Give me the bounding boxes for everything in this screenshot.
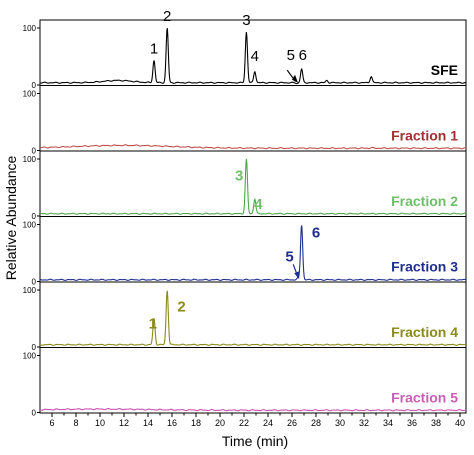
x-tick-label: 10 xyxy=(95,418,105,428)
x-tick-label: 34 xyxy=(383,418,393,428)
x-tick-label: 8 xyxy=(73,418,78,428)
y-tick-label: 100 xyxy=(23,221,37,230)
y-axis-label: Relative Abundance xyxy=(3,156,19,281)
trace-line xyxy=(39,290,467,346)
x-tick-label: 38 xyxy=(431,418,441,428)
x-tick-label: 30 xyxy=(335,418,345,428)
x-tick-label: 26 xyxy=(287,418,297,428)
y-tick-label: 0 xyxy=(32,278,37,287)
peak-label: 5 xyxy=(285,249,293,266)
x-tick-label: 36 xyxy=(407,418,417,428)
trace-line xyxy=(39,225,467,281)
x-tick-label: 12 xyxy=(119,418,129,428)
x-tick-label: 24 xyxy=(263,418,273,428)
x-axis-label: Time (min) xyxy=(222,433,288,449)
trace-line xyxy=(39,407,467,412)
y-tick-label: 100 xyxy=(23,155,37,164)
trace-line xyxy=(40,144,467,150)
y-tick-label: 0 xyxy=(32,81,37,90)
panel-label: SFE xyxy=(431,62,458,78)
panel-fraction-5: 0 100 Fraction 5 xyxy=(23,347,467,418)
y-tick-label: 100 xyxy=(23,90,37,99)
panel-fraction-1: 0 100 Fraction 1 xyxy=(23,85,467,156)
peak-label: 4 xyxy=(254,196,263,213)
peak-label: 2 xyxy=(163,8,171,25)
trace-line xyxy=(39,158,467,215)
x-tick-label: 22 xyxy=(239,418,249,428)
x-tick-label: 16 xyxy=(167,418,177,428)
y-tick-label: 0 xyxy=(32,147,37,156)
x-tick-label: 28 xyxy=(311,418,321,428)
x-tick-label: 32 xyxy=(359,418,369,428)
peak-label: 5 xyxy=(287,47,295,64)
y-tick-label: 100 xyxy=(23,24,37,33)
peak-label: 1 xyxy=(149,316,157,333)
y-tick-label: 100 xyxy=(23,286,37,295)
y-tick-label: 100 xyxy=(23,352,37,361)
peak-label: 6 xyxy=(312,224,320,241)
x-tick-label: 40 xyxy=(455,418,465,428)
panel-label: Fraction 3 xyxy=(391,259,458,275)
x-tick-label: 18 xyxy=(191,418,201,428)
x-tick-label: 6 xyxy=(49,418,54,428)
peak-label: 3 xyxy=(242,12,250,29)
panel-frame xyxy=(39,347,467,414)
panel-label: Fraction 1 xyxy=(391,128,458,144)
x-tick-label: 20 xyxy=(215,418,225,428)
y-tick-label: 0 xyxy=(32,343,37,352)
peak-label: 4 xyxy=(251,48,259,65)
peak-5-arrow-head xyxy=(294,271,300,280)
y-tick-label: 0 xyxy=(32,409,37,418)
panel-label: Fraction 4 xyxy=(391,324,458,340)
peak-label: 1 xyxy=(150,40,158,57)
y-tick-label: 0 xyxy=(32,212,37,221)
peak-label: 3 xyxy=(235,167,243,184)
panel-label: Fraction 2 xyxy=(391,193,458,209)
trace-line xyxy=(39,28,466,85)
peak-label: 2 xyxy=(177,298,185,315)
x-tick-label: 14 xyxy=(143,418,153,428)
panel-label: Fraction 5 xyxy=(391,390,458,406)
peak-label: 6 xyxy=(299,47,307,64)
peak-5-arrow-head xyxy=(292,74,298,83)
panel-fraction-3: 0 100 Fraction 3 5 6 xyxy=(23,216,467,287)
